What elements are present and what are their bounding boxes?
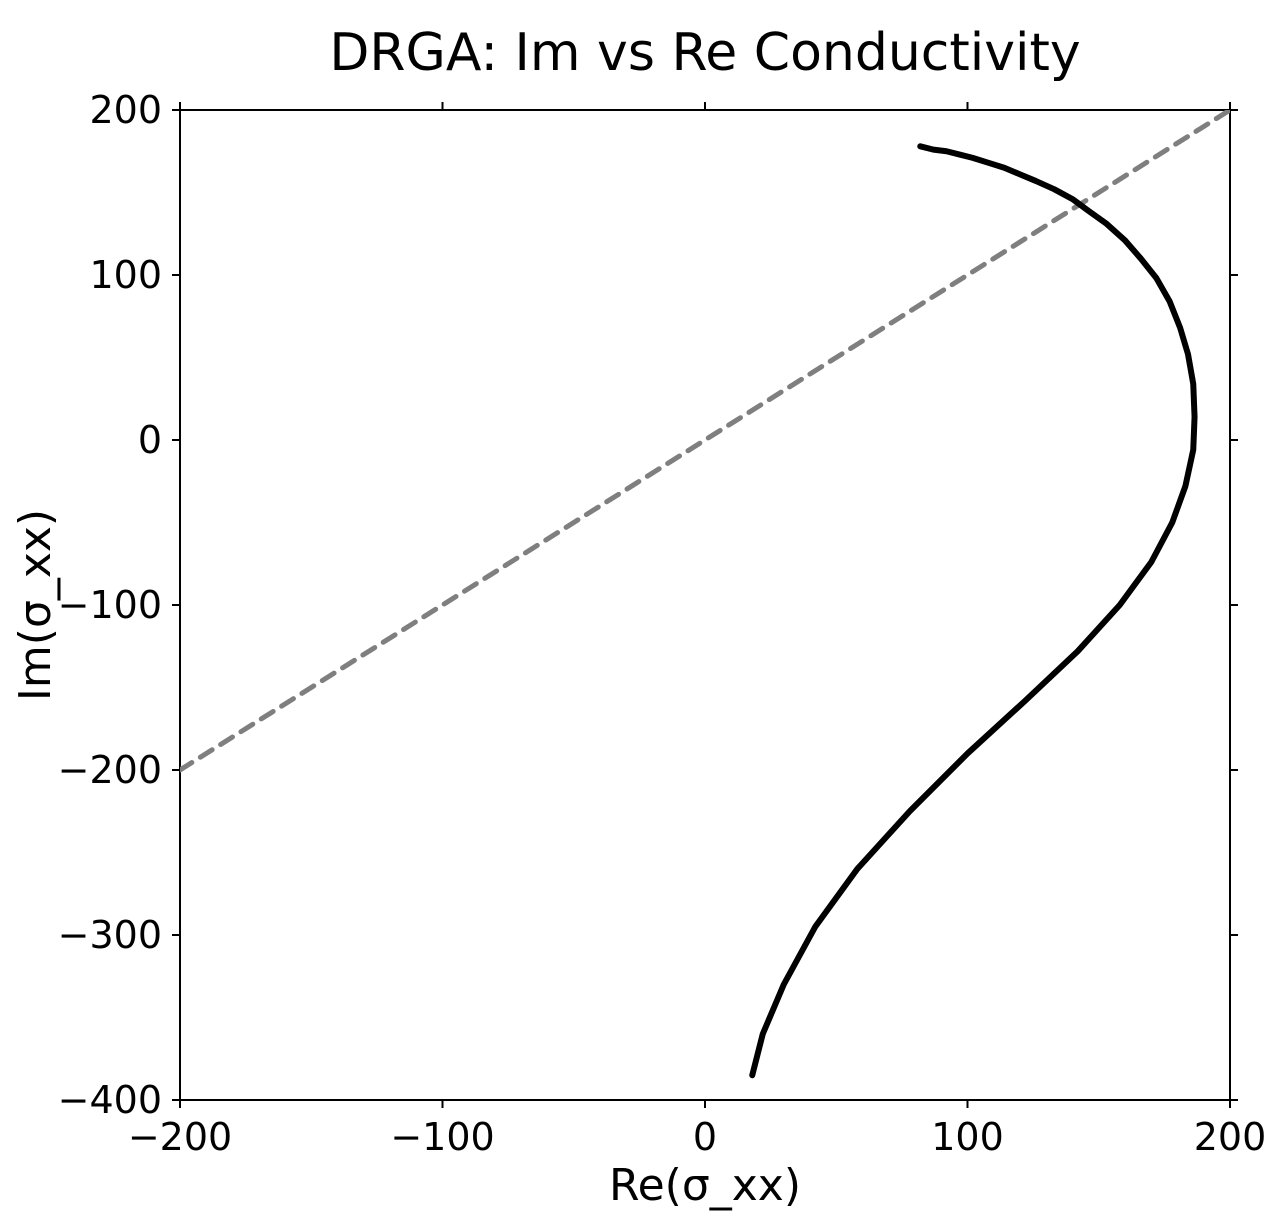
series-drga-curve xyxy=(752,146,1194,1075)
x-tick-label: −100 xyxy=(390,1115,494,1159)
y-axis-label: Im(σ_xx) xyxy=(10,509,61,701)
series-diagonal xyxy=(180,110,1230,770)
y-tick-label: 100 xyxy=(89,253,162,297)
x-axis-label: Re(σ_xx) xyxy=(609,1160,801,1211)
chart-container: DRGA: Im vs Re Conductivity Im(σ_xx) Re(… xyxy=(0,0,1276,1212)
y-tick-label: −400 xyxy=(58,1078,162,1122)
y-tick-label: −200 xyxy=(58,748,162,792)
x-tick-label: 0 xyxy=(693,1115,717,1159)
series-group xyxy=(180,110,1230,1075)
y-ticks: −400 −300 −200 −100 0 100 200 xyxy=(58,88,1238,1122)
y-tick-label: 200 xyxy=(89,88,162,132)
y-tick-label: −300 xyxy=(58,913,162,957)
chart-title: DRGA: Im vs Re Conductivity xyxy=(329,23,1080,83)
x-tick-label: 200 xyxy=(1194,1115,1267,1159)
y-tick-label: −100 xyxy=(58,583,162,627)
plot-border xyxy=(180,110,1230,1100)
y-tick-label: 0 xyxy=(138,418,162,462)
x-tick-label: 100 xyxy=(931,1115,1004,1159)
chart-svg: DRGA: Im vs Re Conductivity Im(σ_xx) Re(… xyxy=(0,0,1276,1212)
